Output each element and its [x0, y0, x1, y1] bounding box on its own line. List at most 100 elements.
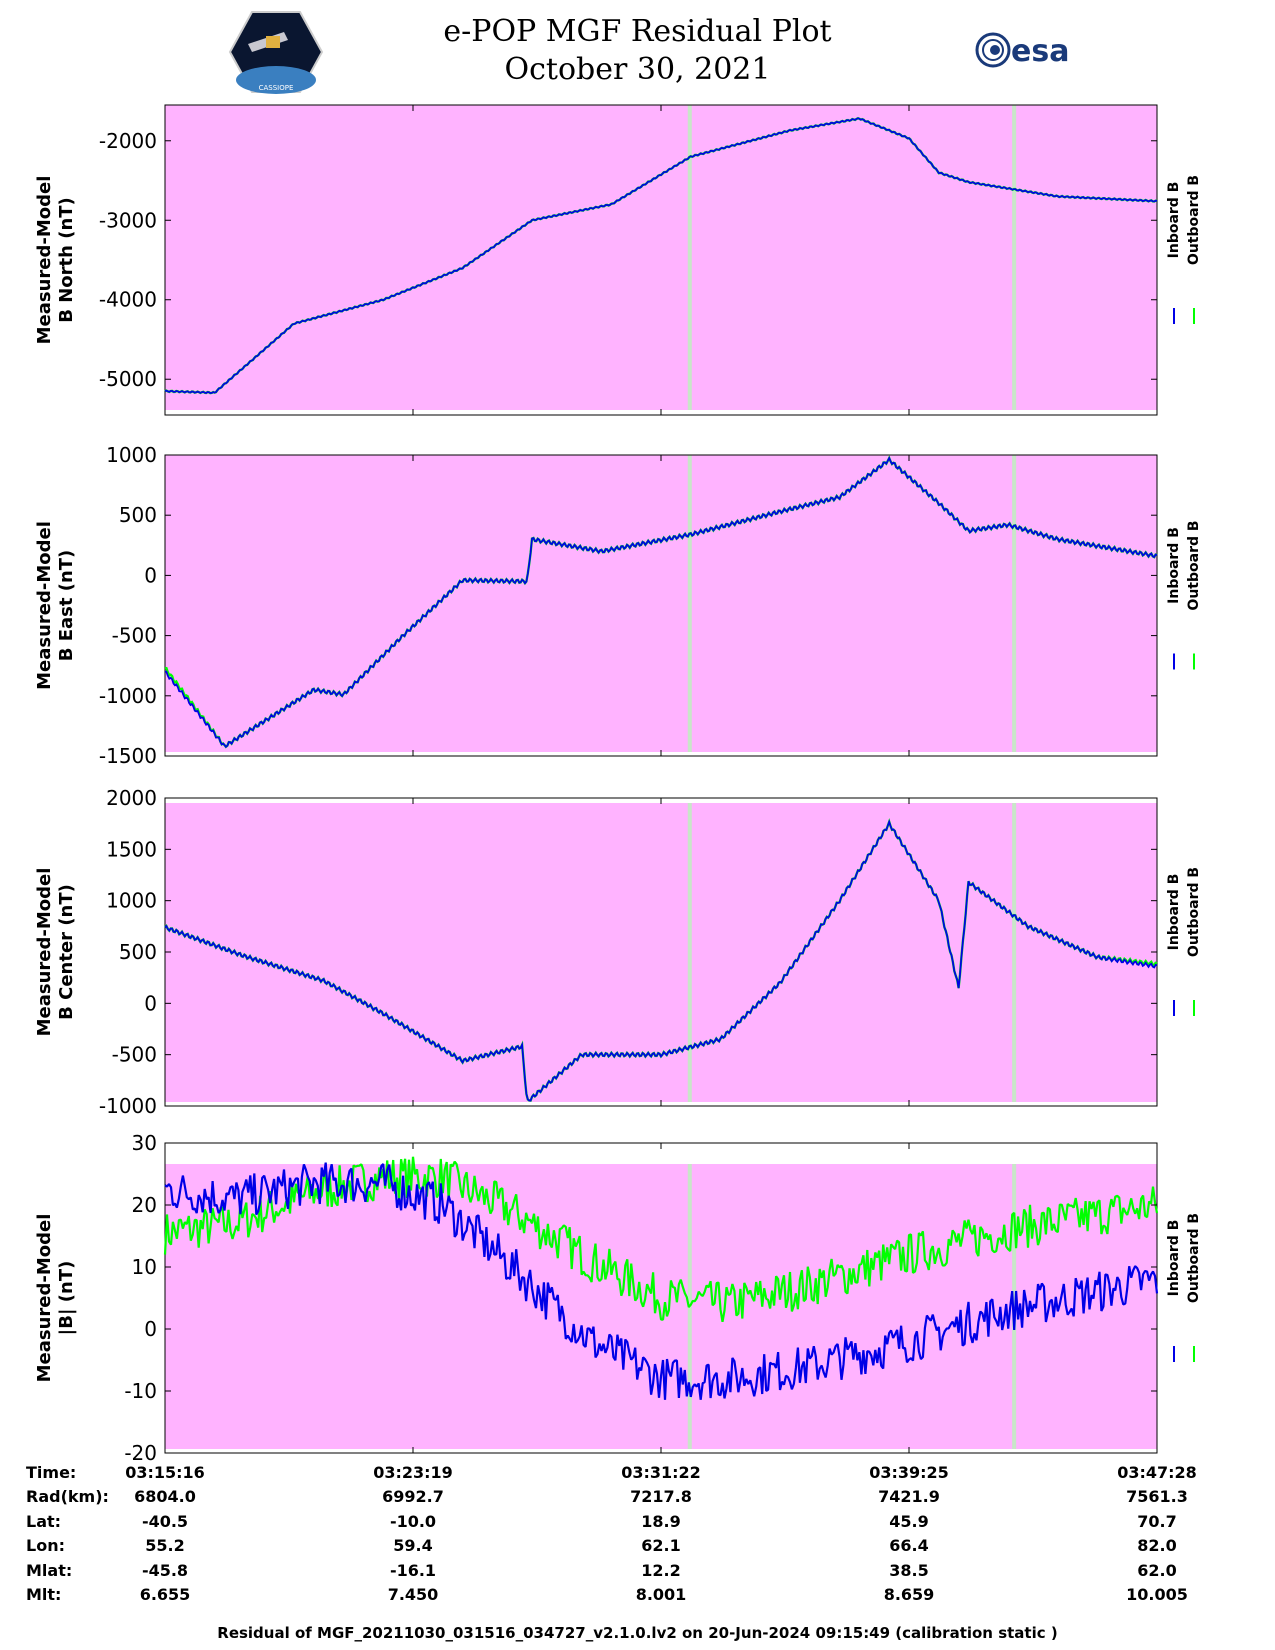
- y-tick-label-3-1: 2000: [106, 786, 157, 810]
- info-row-value: 7561.3: [1126, 1487, 1188, 1507]
- plot-background-4: [165, 1164, 1157, 1449]
- footer-note: Residual of MGF_20211030_031516_034727_v…: [217, 1624, 1058, 1642]
- info-row-value: 45.9: [889, 1511, 929, 1531]
- info-row-4: Mlat: -45.8 -16.1 12.2 38.5 62.0: [0, 1561, 1275, 1585]
- y-tick-label-2-5: -1000: [99, 684, 157, 708]
- info-row-2: Lat: -40.5 -10.0 18.9 45.9 70.7: [0, 1512, 1275, 1536]
- y-tick-label-2-3: 0: [144, 563, 157, 587]
- info-row-value: 6992.7: [382, 1487, 444, 1507]
- info-row-value: 18.9: [641, 1511, 681, 1531]
- info-row-value: 70.7: [1137, 1511, 1177, 1531]
- esa-logo: esa: [975, 30, 1085, 74]
- y-axis-label-2-line1: Measured-Model: [34, 521, 55, 690]
- y-axis-label-3-line2: B Center (nT): [56, 884, 77, 1020]
- y-tick-label-2-2: 500: [119, 503, 157, 527]
- series-line-inboard-2: [165, 455, 1158, 749]
- info-row-3: Lon: 55.2 59.4 62.1 66.4 82.0: [0, 1536, 1275, 1560]
- info-row-value: -45.8: [141, 1560, 189, 1580]
- info-row-label: Rad(km):: [26, 1487, 109, 1507]
- y-tick-label-4-6: -20: [124, 1441, 157, 1465]
- data-gap-marker-1-2: [1012, 105, 1017, 410]
- info-row-value: 8.001: [635, 1585, 687, 1604]
- info-row-value: 7.450: [387, 1585, 439, 1604]
- y-tick-label-3-5: 0: [144, 991, 157, 1015]
- y-tick-label-1-4: -5000: [99, 367, 157, 391]
- y-axis-label-1-line2: B North (nT): [56, 197, 77, 323]
- plot-background-3: [165, 803, 1157, 1102]
- y-tick-label-3-4: 500: [119, 940, 157, 964]
- y-tick-label-4-1: 30: [132, 1131, 157, 1155]
- y-tick-label-3-6: -500: [112, 1043, 157, 1067]
- info-row-value: 10.005: [1126, 1585, 1188, 1604]
- y-tick-label-3-7: -1000: [99, 1094, 157, 1118]
- info-row-value: 38.5: [889, 1560, 929, 1580]
- info-row-value: -16.1: [389, 1560, 437, 1580]
- header: CASSIOPE e-POP MGF Residual Plot October…: [0, 0, 1275, 100]
- esa-logo-text: esa: [1011, 34, 1069, 69]
- data-gap-marker-2-1: [687, 455, 692, 752]
- y-tick-label-1-1: -2000: [99, 129, 157, 153]
- data-gap-marker-3-1: [687, 803, 692, 1102]
- info-row-value: 6.655: [139, 1585, 191, 1604]
- info-row-label: Mlt:: [26, 1585, 62, 1604]
- info-row-value: -10.0: [389, 1511, 437, 1531]
- info-row-value: 8.659: [883, 1585, 935, 1604]
- info-row-value: -40.5: [141, 1511, 189, 1531]
- info-row-value: 03:47:28: [1117, 1463, 1197, 1482]
- series-line-outboard-4: [163, 1156, 1159, 1322]
- legend-inboard-label-4: Inboard B: [1166, 1220, 1182, 1297]
- series-line-inboard-3: [164, 818, 1158, 1102]
- info-row-value: 03:31:22: [621, 1463, 701, 1482]
- y-tick-label-3-3: 1000: [106, 889, 157, 913]
- data-gap-marker-1-1: [687, 105, 692, 410]
- y-tick-label-4-2: 20: [132, 1193, 157, 1217]
- info-row-label: Lon:: [26, 1536, 65, 1556]
- y-axis-label-3-line1: Measured-Model: [34, 868, 55, 1037]
- legend-outboard-label-4: Outboard B: [1186, 1213, 1202, 1303]
- info-row-5: Mlt: 6.655 7.450 8.001 8.659 10.005: [0, 1585, 1275, 1609]
- info-row-value: 7217.8: [630, 1487, 692, 1507]
- plot-background-2: [165, 455, 1157, 752]
- series-line-inboard-4: [164, 1162, 1159, 1400]
- info-row-value: 59.4: [393, 1536, 433, 1556]
- legend-inboard-label-1: Inboard B: [1166, 182, 1182, 259]
- y-tick-label-2-4: -500: [112, 624, 157, 648]
- cassiope-logo: CASSIOPE: [228, 10, 324, 98]
- chart-title: e-POP MGF Residual Plot: [443, 14, 832, 49]
- data-gap-marker-4-2: [1012, 1164, 1017, 1449]
- legend-outboard-label-2: Outboard B: [1186, 520, 1202, 610]
- legend-outboard-label-3: Outboard B: [1186, 867, 1202, 957]
- info-row-value: 62.1: [641, 1536, 681, 1556]
- y-tick-label-2-1: 1000: [106, 443, 157, 467]
- info-row-label: Time:: [26, 1463, 77, 1482]
- info-row-value: 6804.0: [134, 1487, 196, 1507]
- info-row-value: 12.2: [641, 1560, 681, 1580]
- info-row-value: 62.0: [1137, 1560, 1177, 1580]
- info-row-value: 82.0: [1137, 1536, 1177, 1556]
- info-row-0: Time: 03:15:16 03:23:19 03:31:22 03:39:25 03:…: [0, 1463, 1275, 1487]
- series-line-inboard-1: [164, 117, 1158, 395]
- info-row-value: 7421.9: [878, 1487, 940, 1507]
- plot-background-1: [165, 105, 1157, 410]
- legend-inboard-label-3: Inboard B: [1166, 874, 1182, 951]
- info-row-value: 03:23:19: [373, 1463, 453, 1482]
- y-tick-label-4-5: -10: [124, 1379, 157, 1403]
- cassiope-logo-text: CASSIOPE: [259, 84, 294, 92]
- y-tick-label-1-3: -4000: [99, 288, 157, 312]
- y-axis-label-1-line1: Measured-Model: [34, 176, 55, 345]
- data-gap-marker-3-2: [1012, 803, 1017, 1102]
- y-tick-label-1-2: -3000: [99, 208, 157, 232]
- y-tick-label-3-2: 1500: [106, 837, 157, 861]
- data-gap-marker-2-2: [1012, 455, 1017, 752]
- legend-inboard-label-2: Inboard B: [1166, 527, 1182, 604]
- y-tick-label-4-4: 0: [144, 1317, 157, 1341]
- y-axis-label-4-line1: Measured-Model: [34, 1214, 55, 1383]
- legend-outboard-label-1: Outboard B: [1186, 175, 1202, 265]
- info-row-value: 66.4: [889, 1536, 929, 1556]
- y-axis-label-2-line2: B East (nT): [56, 550, 77, 662]
- y-tick-label-2-6: -1500: [99, 744, 157, 768]
- info-row-1: Rad(km): 6804.0 6992.7 7217.8 7421.9 7561.3: [0, 1487, 1275, 1511]
- info-row-value: 55.2: [145, 1536, 185, 1556]
- info-row-label: Mlat:: [26, 1560, 73, 1580]
